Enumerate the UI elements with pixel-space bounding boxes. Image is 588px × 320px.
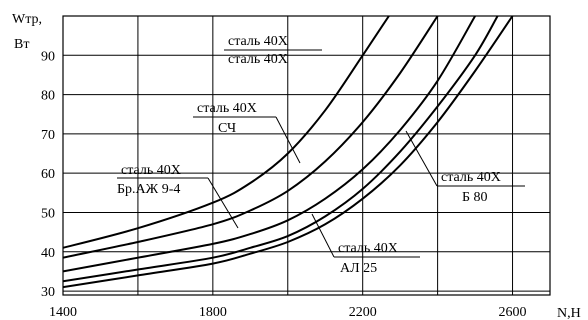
label-steel-steel: сталь 40Х сталь 40Х <box>224 34 322 67</box>
label-steel-bronze-line1: сталь 40Х <box>121 163 181 178</box>
y-axis-unit: Вт <box>14 37 29 52</box>
series-line-3 <box>63 16 476 273</box>
label-steel-steel-line1: сталь 40Х <box>228 34 288 49</box>
label-steel-steel-line2: сталь 40Х <box>228 52 288 67</box>
x-tick-label: 2200 <box>349 305 377 320</box>
label-steel-cast-iron-leader <box>275 116 301 164</box>
label-steel-b80-line2: Б 80 <box>462 190 488 205</box>
tick-layer: 1400 1800 2200 2600 30 40 50 60 70 80 90 <box>41 49 527 320</box>
label-steel-bronze-line2: Бр.АЖ 9-4 <box>117 182 180 197</box>
series-line-4 <box>63 16 499 283</box>
y-tick-label: 60 <box>41 167 55 182</box>
curve-layer <box>63 16 514 289</box>
y-tick-label: 40 <box>41 246 55 261</box>
y-axis-label: Wтр, <box>12 12 42 27</box>
label-steel-al25-line2: АЛ 25 <box>340 261 377 276</box>
x-tick-label: 1800 <box>199 305 227 320</box>
label-steel-al25-line1: сталь 40Х <box>338 241 398 256</box>
y-tick-label: 80 <box>41 89 55 104</box>
grid-layer <box>62 15 551 296</box>
label-steel-al25-leader <box>311 213 335 258</box>
label-steel-bronze: сталь 40Х Бр.АЖ 9-4 <box>117 163 239 229</box>
x-axis-label: N,Н <box>557 306 581 320</box>
label-steel-cast-iron-line2: СЧ <box>218 121 236 136</box>
label-steel-b80-line1: сталь 40Х <box>441 170 501 185</box>
series-line-2 <box>63 16 439 259</box>
y-tick-label: 50 <box>41 206 55 221</box>
y-tick-label: 30 <box>41 285 55 300</box>
x-tick-label: 2600 <box>499 305 527 320</box>
series-line-5 <box>63 16 514 289</box>
plot-frame <box>62 15 551 296</box>
label-steel-b80-leader <box>405 130 438 187</box>
label-steel-b80: сталь 40Х Б 80 <box>405 130 525 205</box>
label-steel-cast-iron-line1: сталь 40Х <box>197 101 257 116</box>
label-steel-cast-iron: сталь 40Х СЧ <box>193 101 301 164</box>
y-tick-label: 90 <box>41 49 55 64</box>
series-line-1 <box>63 16 390 249</box>
label-steel-bronze-leader <box>207 177 239 229</box>
label-steel-al25: сталь 40Х АЛ 25 <box>311 213 420 276</box>
y-tick-label: 70 <box>41 128 55 143</box>
x-tick-label: 1400 <box>49 305 77 320</box>
